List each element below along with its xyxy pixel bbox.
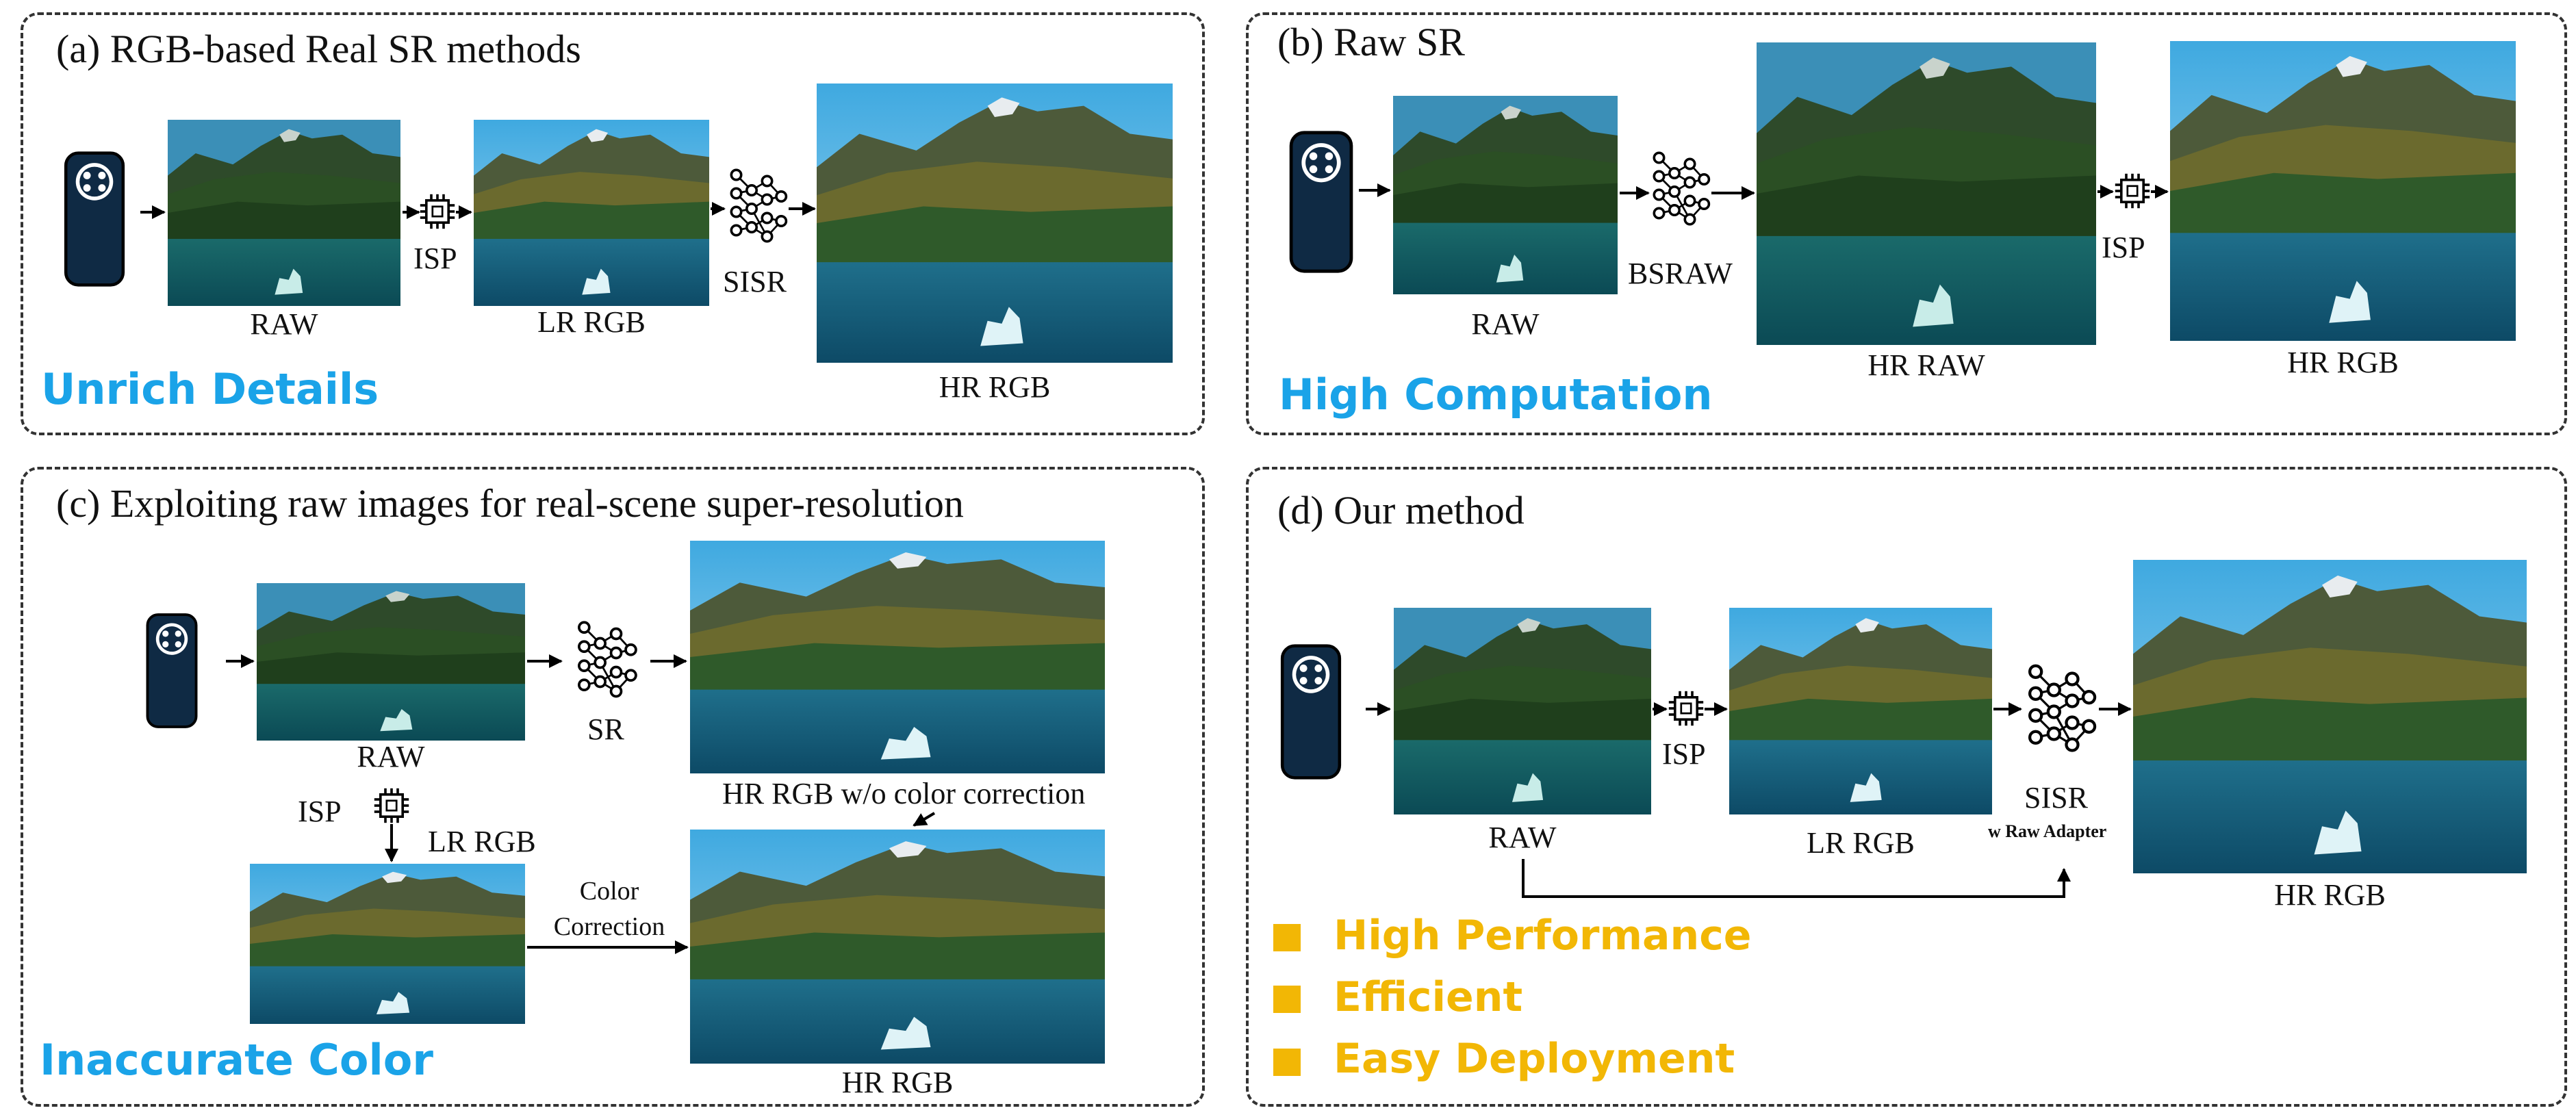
hr-rgb-label-b: HR RGB	[2287, 346, 2399, 379]
note-unrich-details: Unrich Details	[41, 364, 379, 414]
note-high-computation: High Computation	[1279, 370, 1713, 420]
adapter-label-d: w Raw Adapter	[1988, 821, 2107, 841]
raw-image-b	[1393, 96, 1618, 294]
neural-network-icon	[2030, 666, 2095, 751]
sisr-label-a: SISR	[723, 265, 787, 298]
camera-icon	[66, 153, 123, 285]
neural-network-icon	[730, 168, 788, 243]
panel-a	[21, 12, 1205, 435]
hr-raw-label-b: HR RAW	[1867, 348, 1985, 382]
camera-icon	[147, 615, 196, 727]
benefit-easy-deployment: Easy Deployment	[1334, 1035, 1735, 1083]
isp-label-d: ISP	[1662, 737, 1706, 771]
neural-network-icon	[579, 622, 636, 696]
hr-rgb-label-a: HR RGB	[939, 370, 1051, 404]
panel-d	[1246, 467, 2567, 1107]
raw-image-d	[1394, 608, 1651, 814]
chip-icon	[373, 787, 410, 824]
hr-rgb-label-d: HR RGB	[2274, 878, 2386, 912]
bullet-square	[1273, 924, 1301, 951]
lr-rgb-label-d: LR RGB	[1807, 826, 1915, 860]
panel-b	[1246, 12, 2567, 435]
benefit-high-performance: High Performance	[1334, 912, 1752, 960]
lr-rgb-image-a	[474, 120, 709, 306]
lr-rgb-image-d	[1729, 608, 1992, 814]
hr-rgb-wo-image-c	[690, 541, 1105, 773]
raw-image-a	[168, 120, 400, 306]
camera-icon	[1282, 646, 1340, 778]
lr-rgb-image-c	[250, 864, 525, 1024]
lr-rgb-label-c: LR RGB	[428, 825, 536, 858]
lr-rgb-label-a: LR RGB	[537, 305, 646, 339]
panel-d-title: (d) Our method	[1277, 488, 1525, 532]
hr-rgb-wo-label-c: HR RGB w/o color correction	[722, 777, 1086, 810]
hr-raw-image-b	[1757, 42, 2096, 345]
chip-icon	[1668, 690, 1705, 727]
raw-label-b: RAW	[1471, 307, 1540, 341]
note-inaccurate-color: Inaccurate Color	[40, 1035, 433, 1085]
benefit-efficient: Efficient	[1334, 973, 1523, 1021]
correction-label-c: Correction	[553, 912, 665, 941]
hr-rgb-image-c	[690, 830, 1105, 1064]
isp-label-b: ISP	[2102, 231, 2145, 264]
raw-image-c	[257, 583, 525, 741]
isp-label-c: ISP	[298, 795, 342, 828]
raw-label-c: RAW	[357, 740, 425, 773]
sisr-label-d: SISR	[2024, 781, 2088, 814]
panel-c	[21, 467, 1205, 1107]
panel-b-title: (b) Raw SR	[1277, 20, 1465, 64]
bullet-square	[1273, 1049, 1301, 1076]
hr-rgb-image-b	[2170, 41, 2516, 341]
sr-label-c: SR	[587, 712, 624, 746]
bsraw-label-b: BSRAW	[1628, 257, 1733, 290]
chip-icon	[2114, 172, 2151, 209]
hr-rgb-image-d	[2133, 560, 2527, 873]
hr-rgb-image-a	[817, 84, 1173, 363]
raw-label-a: RAW	[250, 307, 318, 341]
isp-label-a: ISP	[413, 242, 457, 275]
camera-icon	[1291, 133, 1351, 271]
panel-c-title: (c) Exploiting raw images for real-scene…	[56, 481, 964, 526]
neural-network-icon	[1653, 151, 1711, 226]
chip-icon	[419, 193, 456, 230]
raw-label-d: RAW	[1488, 821, 1557, 854]
bullet-square	[1273, 986, 1301, 1013]
panel-a-title: (a) RGB-based Real SR methods	[56, 27, 581, 71]
color-label-c: Color	[579, 877, 639, 906]
hr-rgb-label-c: HR RGB	[841, 1066, 954, 1099]
